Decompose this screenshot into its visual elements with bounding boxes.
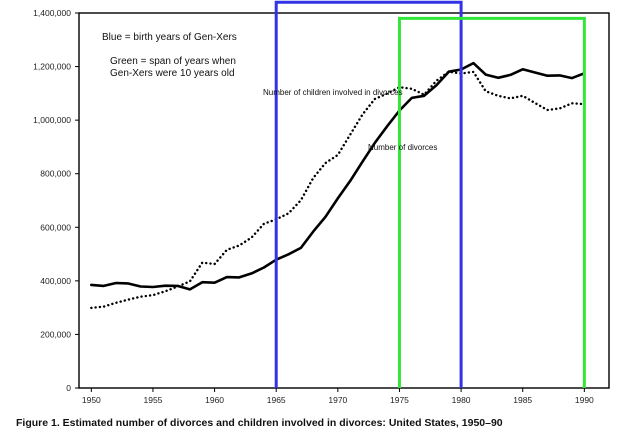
x-tick-label: 1985 bbox=[513, 395, 532, 405]
y-tick-label: 400,000 bbox=[40, 276, 71, 286]
overlay-layer bbox=[274, 0, 586, 388]
y-tick-label: 800,000 bbox=[40, 169, 71, 179]
x-tick-label: 1960 bbox=[205, 395, 224, 405]
y-tick-label: 1,400,000 bbox=[33, 8, 71, 18]
children-series-label: Number of children involved in divorces bbox=[263, 88, 403, 97]
blue-note: Blue = birth years of Gen-Xers bbox=[102, 32, 237, 43]
divorces-line bbox=[90, 61, 586, 291]
figure-caption: Figure 1. Estimated number of divorces a… bbox=[16, 417, 503, 429]
annotation-layer: Blue = birth years of Gen-Xers Green = s… bbox=[102, 32, 437, 152]
divorces-series-label: Number of divorces bbox=[368, 143, 437, 152]
series-layer bbox=[90, 61, 586, 310]
axes: 0 200,000 400,000 600,000 800,000 1,000,000 1,… bbox=[33, 8, 610, 405]
genx-age-ten-bracket bbox=[397, 16, 586, 388]
genx-birth-years-bracket bbox=[274, 0, 463, 388]
y-tick-label: 0 bbox=[66, 383, 71, 393]
x-tick-label: 1950 bbox=[82, 395, 101, 405]
x-tick-label: 1965 bbox=[267, 395, 286, 405]
x-tick-label: 1980 bbox=[452, 395, 471, 405]
x-tick-label: 1975 bbox=[390, 395, 409, 405]
plot-frame bbox=[78, 12, 610, 389]
x-tick-label: 1970 bbox=[328, 395, 347, 405]
x-tick-label: 1955 bbox=[143, 395, 162, 405]
y-tick-label: 1,000,000 bbox=[33, 115, 71, 125]
y-tick-label: 1,200,000 bbox=[33, 62, 71, 72]
children-involved-line bbox=[90, 70, 586, 310]
x-tick-label: 1990 bbox=[575, 395, 594, 405]
green-note-line1: Green = span of years when bbox=[110, 56, 236, 67]
y-tick-label: 600,000 bbox=[40, 222, 71, 232]
y-tick-label: 200,000 bbox=[40, 329, 71, 339]
green-note-line2: Gen-Xers were 10 years old bbox=[110, 68, 235, 79]
